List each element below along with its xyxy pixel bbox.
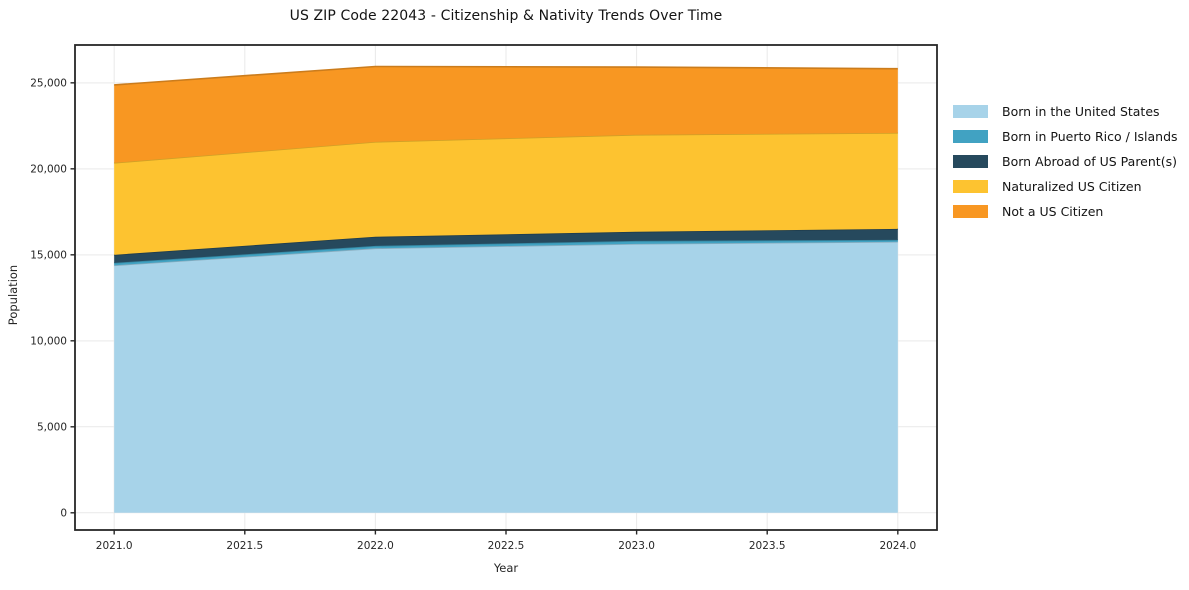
legend: Born in the United States Born in Puerto… xyxy=(953,104,1178,229)
area-edge xyxy=(114,65,898,86)
legend-label: Naturalized US Citizen xyxy=(1002,179,1142,194)
y-tick-label: 15,000 xyxy=(30,249,67,261)
area-series xyxy=(114,239,898,266)
area-series xyxy=(114,228,898,263)
y-axis-label: Population xyxy=(6,264,20,326)
legend-item: Naturalized US Citizen xyxy=(953,179,1178,194)
legend-item: Born in Puerto Rico / Islands xyxy=(953,129,1178,144)
y-tick-label: 0 xyxy=(60,507,67,519)
y-tick-label: 5,000 xyxy=(37,421,67,433)
y-tick-label: 20,000 xyxy=(30,163,67,175)
legend-label: Born in Puerto Rico / Islands xyxy=(1002,129,1178,144)
area-series xyxy=(114,241,898,513)
legend-swatch-born-us xyxy=(953,105,988,118)
legend-label: Born Abroad of US Parent(s) xyxy=(1002,154,1177,169)
y-tick-label: 10,000 xyxy=(30,335,67,347)
x-tick-label: 2022.0 xyxy=(357,540,394,552)
legend-swatch-not-citizen xyxy=(953,205,988,218)
legend-item: Not a US Citizen xyxy=(953,204,1178,219)
legend-swatch-naturalized xyxy=(953,180,988,193)
x-tick-label: 2023.5 xyxy=(749,540,786,552)
legend-swatch-born-abroad xyxy=(953,155,988,168)
legend-swatch-puerto-rico xyxy=(953,130,988,143)
x-tick-label: 2022.5 xyxy=(488,540,525,552)
x-tick-label: 2021.0 xyxy=(96,540,133,552)
x-tick-label: 2023.0 xyxy=(618,540,655,552)
y-tick-label: 25,000 xyxy=(30,77,67,89)
x-tick-label: 2024.0 xyxy=(879,540,916,552)
legend-item: Born Abroad of US Parent(s) xyxy=(953,154,1178,169)
chart-title: US ZIP Code 22043 - Citizenship & Nativi… xyxy=(289,8,723,24)
x-tick-label: 2021.5 xyxy=(226,540,263,552)
legend-label: Not a US Citizen xyxy=(1002,204,1104,219)
legend-item: Born in the United States xyxy=(953,104,1178,119)
legend-label: Born in the United States xyxy=(1002,104,1160,119)
x-axis-label: Year xyxy=(493,561,519,575)
area-series xyxy=(114,132,898,255)
area-series xyxy=(114,66,898,163)
